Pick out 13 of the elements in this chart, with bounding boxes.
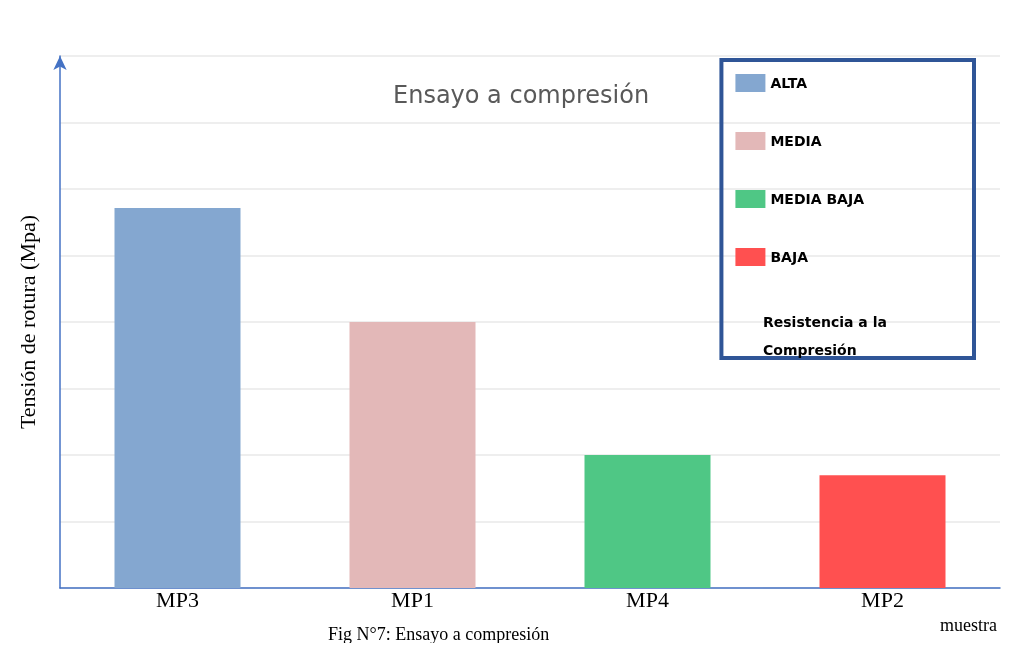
x-tick-label: MP4: [626, 586, 669, 612]
text: Fig N°7: Ensayo a compresión: [328, 624, 550, 644]
legend-label: MEDIA: [770, 133, 822, 149]
y-axis-title: Tensión de rotura (Mpa): [14, 214, 40, 430]
legend-title: Resistencia a la Compresión: [763, 314, 892, 358]
legend-label: MEDIA BAJA: [770, 191, 865, 207]
legend-label: ALTA: [770, 75, 808, 91]
x-tick-label: MP1: [391, 586, 434, 612]
x-tick-label: MP3: [156, 586, 199, 612]
x-tick-label: MP2: [861, 586, 904, 612]
legend-label: BAJA: [770, 249, 809, 265]
chart-title: Ensayo a compresión: [393, 81, 650, 109]
x-axis-title: muestra: [940, 615, 997, 635]
